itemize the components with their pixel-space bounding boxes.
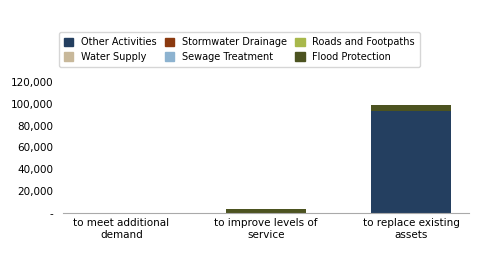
Legend: Other Activities, Water Supply, Stormwater Drainage, Sewage Treatment, Roads and: Other Activities, Water Supply, Stormwat…	[59, 32, 420, 67]
Bar	[371, 111, 451, 213]
Bar	[371, 105, 451, 111]
Bar	[227, 209, 306, 213]
